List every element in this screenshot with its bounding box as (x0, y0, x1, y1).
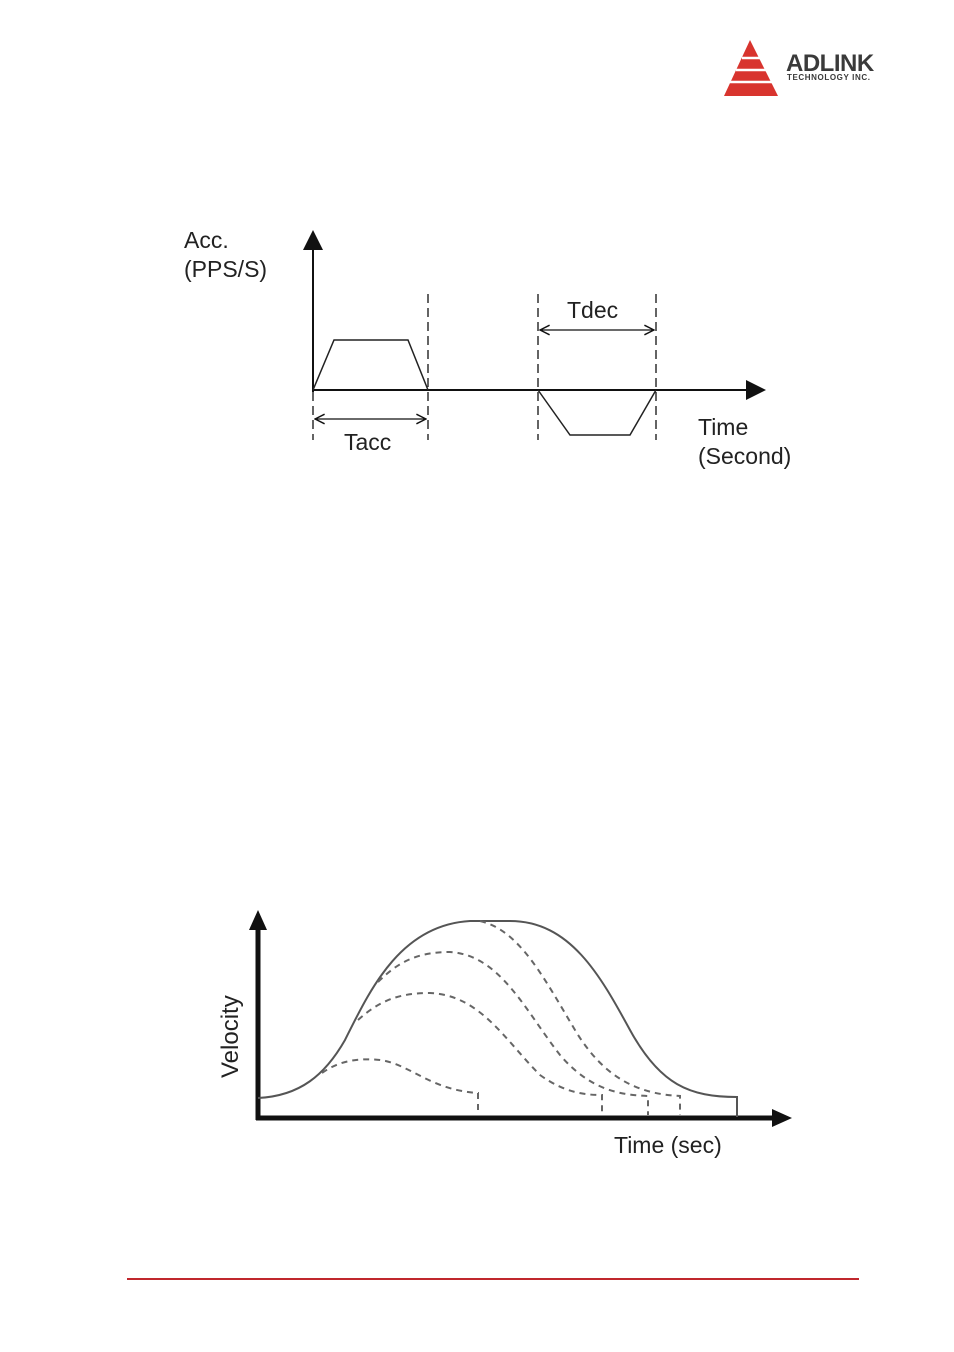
velocity-x-arrowhead (772, 1109, 792, 1127)
acc-x-label-line2: (Second) (698, 443, 791, 469)
velocity-profile-mid (357, 991, 603, 1115)
acc-x-label-line1: Time (698, 414, 748, 440)
velocity-profile-high (377, 950, 649, 1115)
velocity-profile-max (479, 920, 681, 1115)
acc-y-label-line1: Acc. (184, 227, 229, 253)
brand-name: ADLINK (786, 50, 874, 77)
velocity-y-arrowhead (249, 910, 267, 930)
velocity-x-label: Time (sec) (614, 1132, 722, 1158)
velocity-profile-low (321, 1058, 479, 1115)
velocity-y-label: Velocity (217, 995, 244, 1078)
footer-rule (127, 1278, 859, 1280)
acc-positive-profile (312, 339, 429, 391)
acc-y-label-line2: (PPS/S) (184, 256, 267, 282)
velocity-full-profile (257, 920, 738, 1117)
acceleration-diagram: Acc. (PPS/S) Tdec Tacc Time (Second) (184, 227, 791, 469)
adlink-logo: ADLINK TECHNOLOGY INC. (720, 38, 915, 100)
tacc-label: Tacc (344, 429, 391, 455)
acc-negative-profile (537, 389, 657, 436)
adlink-logo-icon (724, 40, 778, 96)
brand-subtitle: TECHNOLOGY INC. (787, 73, 871, 82)
tdec-label: Tdec (567, 297, 618, 323)
